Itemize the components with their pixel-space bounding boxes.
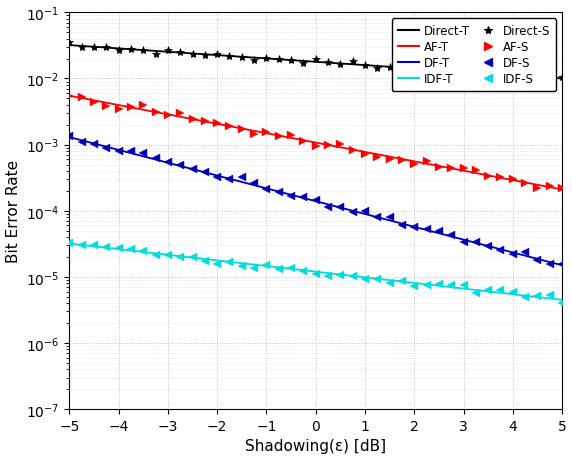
X-axis label: Shadowing(ε) [dB]: Shadowing(ε) [dB] [245,438,386,453]
Legend: Direct-T, AF-T, DF-T, IDF-T, Direct-S, AF-S, DF-S, IDF-S: Direct-T, AF-T, DF-T, IDF-T, Direct-S, A… [392,19,556,92]
Y-axis label: Bit Error Rate: Bit Error Rate [6,160,21,263]
